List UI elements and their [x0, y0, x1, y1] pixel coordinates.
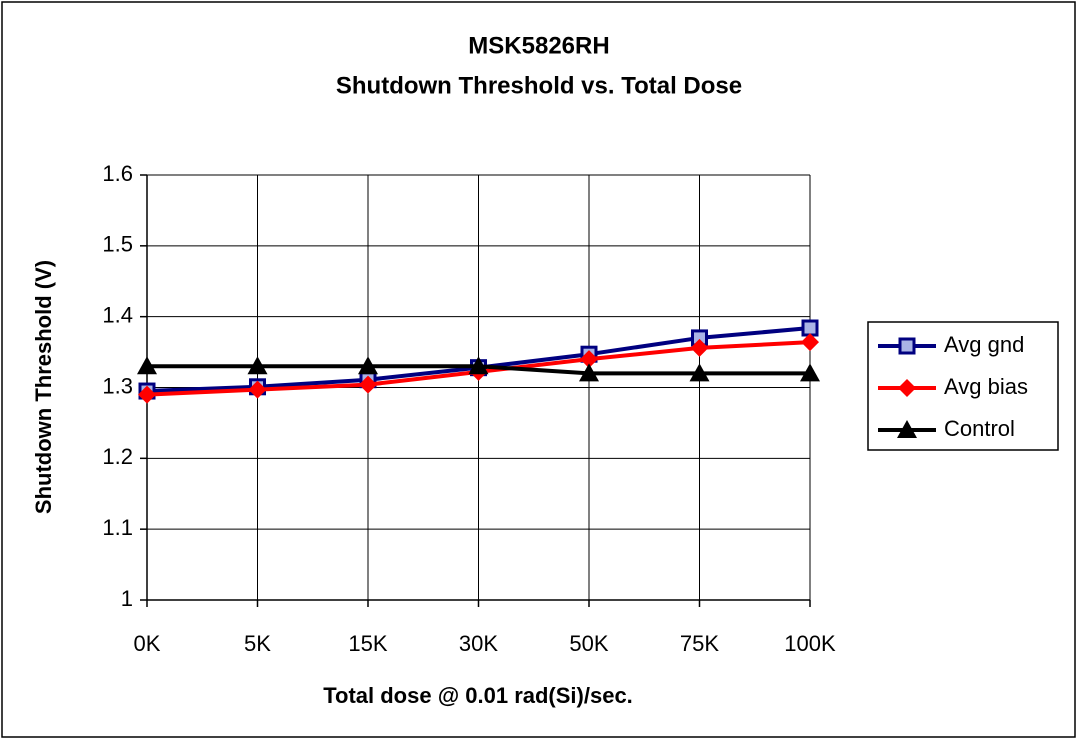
- y-tick-label: 1.4: [102, 302, 133, 327]
- y-tick-label: 1.5: [102, 232, 133, 257]
- chart-title: MSK5826RH: [468, 32, 609, 59]
- marker: [801, 319, 819, 337]
- legend-marker: [898, 337, 916, 355]
- legend-label: Avg bias: [944, 374, 1028, 399]
- marker: [359, 375, 377, 394]
- x-tick-label: 0K: [134, 631, 161, 656]
- marker: [801, 333, 819, 352]
- marker: [358, 356, 378, 375]
- legend-label: Control: [944, 416, 1015, 441]
- x-axis-label: Total dose @ 0.01 rad(Si)/sec.: [323, 683, 633, 708]
- y-tick-label: 1.2: [102, 444, 133, 469]
- y-tick-label: 1.1: [102, 515, 133, 540]
- y-axis-label: Shutdown Threshold (V): [31, 260, 56, 514]
- marker: [690, 338, 709, 357]
- marker: [137, 356, 157, 375]
- x-tick-label: 50K: [569, 631, 608, 656]
- marker: [800, 363, 820, 382]
- marker: [579, 363, 599, 382]
- marker: [138, 385, 156, 404]
- y-tick-label: 1: [121, 586, 133, 611]
- x-tick-label: 15K: [348, 631, 387, 656]
- marker: [248, 380, 267, 399]
- x-tick-label: 75K: [680, 631, 719, 656]
- x-tick-label: 30K: [459, 631, 498, 656]
- marker: [247, 356, 268, 375]
- marker: [689, 363, 710, 382]
- legend-label: Avg gnd: [944, 332, 1024, 357]
- y-tick-label: 1.3: [102, 373, 133, 398]
- legend-marker: [898, 379, 916, 397]
- y-tick-label: 1.6: [102, 161, 133, 186]
- x-tick-label: 100K: [784, 631, 836, 656]
- x-tick-label: 5K: [244, 631, 271, 656]
- marker: [468, 356, 489, 375]
- chart-subtitle: Shutdown Threshold vs. Total Dose: [336, 72, 742, 99]
- legend-marker: [897, 420, 917, 438]
- marker: [580, 350, 598, 369]
